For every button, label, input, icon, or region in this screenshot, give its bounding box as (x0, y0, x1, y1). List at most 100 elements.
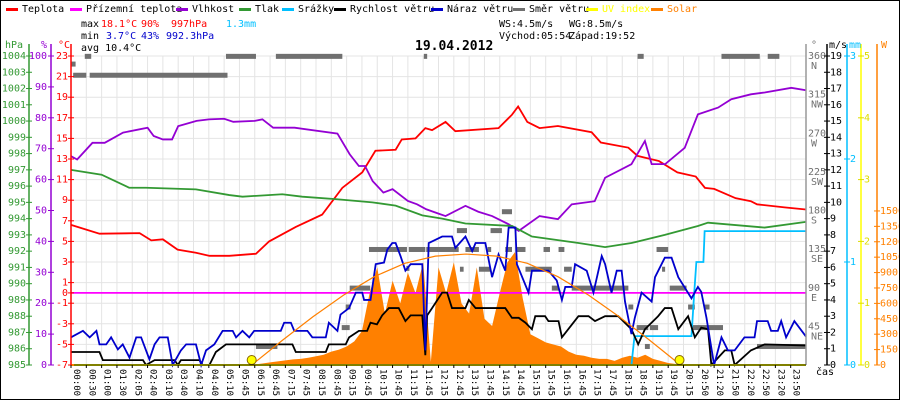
x-tick-label: 00:30 (86, 369, 96, 396)
direction-tick-label: 135 (808, 244, 826, 255)
x-tick-label: 06:15 (255, 369, 265, 396)
direction-name-label: SE (811, 254, 823, 265)
pressure-tick-label: 989 (8, 295, 26, 306)
legend-swatch (282, 7, 294, 11)
solar-tick-label: 750 (880, 283, 898, 294)
rain-axis-title: mm (849, 40, 861, 51)
wind-direction-mark (426, 246, 459, 252)
wind-direction-mark (89, 72, 228, 78)
legend-label: Tlak (255, 4, 280, 15)
stat-max-label: max (81, 19, 100, 30)
wind-direction-mark (487, 246, 492, 252)
wind-direction-mark (571, 285, 629, 291)
x-tick-label: 05:10 (224, 369, 234, 396)
temperature-tick-label: 23 (56, 51, 68, 62)
wind-direction-mark (704, 304, 710, 310)
temperature-tick-label: 5 (62, 236, 68, 247)
legend-item-humidity: Vlhkost (176, 4, 234, 16)
pressure-tick-label: 1001 (2, 100, 26, 111)
wind-direction-mark (84, 53, 92, 59)
direction-name-label: W (811, 138, 818, 149)
x-tick-label: 04:10 (194, 369, 204, 396)
stat-min-temp: 3.7°C (106, 31, 137, 42)
legend-item-wind-gust: Náraz větru (431, 4, 513, 16)
series-vlhkost (70, 86, 807, 232)
pressure-tick-label: 1000 (2, 116, 26, 127)
pressure-tick-label: 986 (8, 344, 26, 355)
humidity-tick-label: 80 (35, 113, 47, 124)
wind-direction-mark (505, 246, 512, 252)
legend-item-precipitation: Srážky (282, 4, 334, 16)
wind-tick-label: 14 (830, 132, 842, 143)
wind-tick-label: 13 (830, 149, 842, 160)
wind-direction-mark (669, 285, 687, 291)
stat-max-pressure: 997hPa (171, 19, 208, 30)
x-tick-label: 03:40 (178, 369, 188, 396)
legend-label: Srážky (298, 4, 335, 15)
rain-tick-label: 1 (850, 257, 856, 268)
wind-tick-label: 19 (830, 51, 842, 62)
stat-min-label: min (81, 31, 100, 42)
direction-tick-label: 360 (808, 51, 826, 62)
legend-swatch (334, 7, 346, 11)
temperature-tick-label: -3 (56, 319, 68, 330)
legend-swatch (651, 7, 663, 11)
pressure-tick-label: 1002 (2, 84, 26, 95)
legend-swatch (176, 7, 188, 11)
wind-tick-label: 15 (830, 116, 842, 127)
wind-tick-label: 12 (830, 165, 842, 176)
wind-direction-mark (345, 304, 351, 310)
x-tick-label: 22:20 (745, 369, 755, 396)
chart-title: 19.04.2012 (415, 39, 494, 54)
uv-tick-label: 2 (864, 236, 870, 247)
legend-label: Rychlost větru (350, 4, 435, 15)
legend-label: Směr větru (529, 4, 590, 15)
pressure-tick-label: 994 (8, 214, 26, 225)
humidity-tick-label: 30 (35, 267, 47, 278)
wind-direction-mark (525, 266, 552, 272)
stat-wind-gust: WG:8.5m/s (569, 19, 624, 30)
wind-tick-label: 3 (830, 311, 836, 322)
x-tick-label: 01:30 (117, 369, 127, 396)
stat-min-pressure: 992.3hPa (166, 31, 215, 42)
temperature-tick-label: 9 (62, 195, 68, 206)
humidity-tick-label: 40 (35, 236, 47, 247)
x-tick-label: 02:05 (132, 369, 142, 396)
direction-axis-title: ° (811, 40, 817, 51)
humidity-tick-label: 10 (35, 329, 47, 340)
temperature-tick-label: -7 (56, 360, 68, 371)
uv-tick-label: 5 (864, 51, 870, 62)
uv-tick-label: 4 (864, 113, 870, 124)
wind-direction-mark (459, 266, 464, 272)
solar-tick-label: 300 (880, 329, 898, 340)
wind-direction-mark (349, 285, 371, 291)
wind-direction-mark (767, 53, 780, 59)
humidity-tick-label: 70 (35, 144, 47, 155)
uv-tick-label: 3 (864, 175, 870, 186)
solar-tick-label: 0 (880, 360, 886, 371)
temperature-tick-label: 11 (56, 175, 68, 186)
wind-axis-title: m/s (829, 40, 847, 51)
stat-min-humidity: 43% (141, 31, 160, 42)
wind-direction-mark (423, 53, 428, 59)
legend-item-pressure: Tlak (239, 4, 279, 16)
legend-swatch (431, 7, 443, 11)
x-tick-label: 01:00 (102, 369, 112, 396)
wind-tick-label: 9 (830, 214, 836, 225)
legend-item-temperature: Teplota (6, 4, 64, 16)
pressure-tick-label: 1004 (2, 51, 26, 62)
solar-axis-title: W (881, 40, 888, 51)
legend-item-uv-index: UV index (586, 4, 650, 16)
rain-tick-label: 3 (850, 51, 856, 62)
legend-item-wind-direction: Směr větru (513, 4, 589, 16)
wind-direction-mark (688, 304, 695, 310)
pressure-axis-title: hPa (5, 40, 23, 51)
legend-label: UV index (602, 4, 651, 15)
stat-max-temp: 18.1°C (101, 19, 138, 30)
temperature-tick-label: 3 (62, 257, 68, 268)
legend-item-solar: Solar (651, 4, 697, 16)
legend-swatch (239, 7, 251, 11)
legend-label: Solar (667, 4, 698, 15)
direction-name-label: E (811, 293, 817, 304)
